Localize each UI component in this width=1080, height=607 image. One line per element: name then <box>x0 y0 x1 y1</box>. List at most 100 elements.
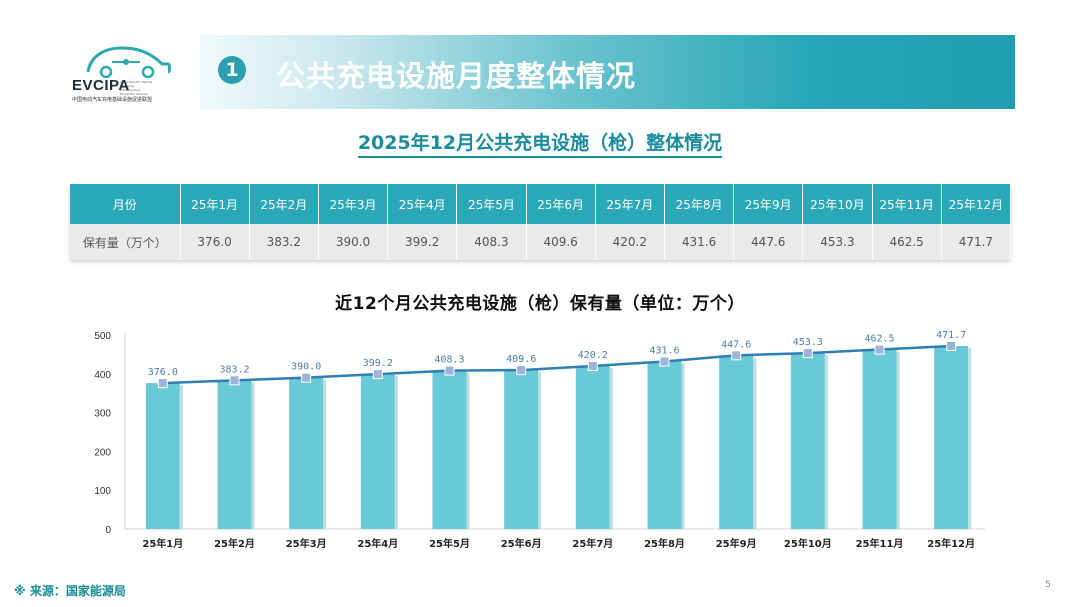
chart-title: 近12个月公共充电设施（枪）保有量（单位：万个） <box>335 294 745 314</box>
logo-wordmark: EVCIPA <box>72 77 130 94</box>
chart-data-label: 376.0 <box>148 367 178 378</box>
chart-bar <box>790 353 825 529</box>
chart-bar-shadow <box>681 363 685 529</box>
table-cell-value: 420.2 <box>595 224 665 260</box>
chart-bar <box>934 345 969 529</box>
y-tick-label: 500 <box>94 331 111 342</box>
chart-bar <box>432 370 467 529</box>
chart-bar <box>647 361 682 529</box>
table-header-month: 25年1月 <box>180 184 250 224</box>
x-tick-label: 25年8月 <box>644 537 685 550</box>
table-cell-value: 431.6 <box>664 224 735 260</box>
logo-english-name: China Electric Vehicle Charging Infrastr… <box>120 80 153 96</box>
chart-bar-shadow <box>824 355 828 529</box>
chart-bar-shadow <box>179 385 183 529</box>
table-header-month: 25年10月 <box>802 184 873 224</box>
table-cell-value: 399.2 <box>387 224 458 260</box>
chart-data-label: 420.2 <box>578 350 608 361</box>
chart-point <box>516 365 527 376</box>
chart-point <box>372 369 383 380</box>
chart-point <box>587 360 598 371</box>
y-tick-label: 100 <box>94 486 111 497</box>
source-footnote: ※ 来源：国家能源局 <box>14 584 126 598</box>
y-tick-label: 400 <box>94 370 111 381</box>
chart-bar-shadow <box>538 372 542 529</box>
chart-point <box>659 356 670 367</box>
evcipa-logo: EVCIPA China Electric Vehicle Charging I… <box>70 42 190 104</box>
chart-bar <box>575 365 610 529</box>
logo-chinese-name: 中国电动汽车充电基础设施促进联盟 <box>72 97 153 103</box>
table-row: 保有量（万个） 376.0 383.2 390.0 399.2 408.3 409.6 42… <box>70 224 1012 260</box>
table-cell-value: 462.5 <box>872 224 942 260</box>
chart-bar-shadow <box>968 347 972 529</box>
y-tick-label: 300 <box>94 409 111 420</box>
chart-point <box>229 375 240 386</box>
chart-data-label: 447.6 <box>721 339 751 350</box>
table-row-label: 保有量（万个） <box>70 224 181 260</box>
table-header-month: 25年11月 <box>872 184 942 224</box>
chart-bar-shadow <box>609 367 613 529</box>
page-number: 5 <box>1045 580 1051 590</box>
table-header-month: 25年3月 <box>318 184 389 224</box>
chart-bar <box>862 349 897 529</box>
x-tick-label: 25年10月 <box>784 537 832 550</box>
table-cell-value: 453.3 <box>802 224 873 260</box>
chart-data-label: 471.7 <box>936 330 966 341</box>
table-header-month: 25年6月 <box>526 184 596 224</box>
table-header-month: 25年5月 <box>456 184 527 224</box>
table-header-month: 25年8月 <box>664 184 735 224</box>
table-header-row: 月份 25年1月 25年2月 25年3月 25年4月 25年5月 25年6月 25年7月 25… <box>70 184 1012 224</box>
table-header-month: 25年2月 <box>249 184 319 224</box>
chart-bar <box>360 374 395 529</box>
x-tick-label: 25年1月 <box>142 537 183 550</box>
chart-bar <box>719 355 754 529</box>
table-cell-value: 408.3 <box>456 224 527 260</box>
chart-point <box>802 348 813 359</box>
section-banner <box>200 35 1015 109</box>
x-tick-label: 25年7月 <box>572 537 613 550</box>
table-cell-value: 471.7 <box>941 224 1012 260</box>
table-cell-value: 447.6 <box>733 224 804 260</box>
chart-data-label: 409.6 <box>506 354 536 365</box>
table-header-month: 25年7月 <box>595 184 665 224</box>
chart-bar-shadow <box>323 379 327 529</box>
table-header-label: 月份 <box>70 184 181 224</box>
x-tick-label: 25年3月 <box>286 537 327 550</box>
table-cell-value: 383.2 <box>249 224 319 260</box>
section-number-badge: 1 <box>218 56 246 84</box>
section-title: 公共充电设施月度整体情况 <box>276 59 637 93</box>
chart-data-label: 453.3 <box>793 337 823 348</box>
table-cell-value: 376.0 <box>180 224 250 260</box>
chart-bar-shadow <box>251 382 255 529</box>
chart-data-label: 462.5 <box>864 334 894 345</box>
chart-bar-shadow <box>466 372 470 529</box>
x-tick-label: 25年2月 <box>214 537 255 550</box>
y-tick-label: 200 <box>94 447 111 458</box>
chart-data-label: 390.0 <box>291 362 321 373</box>
x-tick-label: 25年4月 <box>357 537 398 550</box>
chart-point <box>731 350 742 361</box>
x-tick-label: 25年6月 <box>501 537 542 550</box>
chart-point <box>874 344 885 355</box>
monthly-table: 月份 25年1月 25年2月 25年3月 25年4月 25年5月 25年6月 25年7月 25… <box>70 184 1012 260</box>
car-plug-icon <box>86 46 171 78</box>
chart-trend-line <box>162 344 952 385</box>
table-header-month: 25年12月 <box>941 184 1012 224</box>
chart-bar <box>504 370 539 529</box>
x-tick-label: 25年11月 <box>856 537 904 550</box>
x-tick-label: 25年5月 <box>429 537 470 550</box>
chart-data-label: 383.2 <box>219 364 249 375</box>
table-cell-value: 390.0 <box>318 224 389 260</box>
subtitle-text: 2025年12月公共充电设施（枪）整体情况 <box>357 132 723 158</box>
chart-bar-shadow <box>896 351 900 529</box>
table-cell-value: 409.6 <box>526 224 596 260</box>
x-tick-label: 25年12月 <box>927 537 975 550</box>
chart-data-label: 431.6 <box>649 346 679 357</box>
chart-bar-shadow <box>394 376 398 529</box>
y-tick-label: 0 <box>105 525 111 536</box>
table-header-month: 25年9月 <box>733 184 804 224</box>
x-tick-label: 25年9月 <box>716 537 757 550</box>
chart-bar <box>289 377 324 529</box>
chart-point <box>301 372 312 383</box>
